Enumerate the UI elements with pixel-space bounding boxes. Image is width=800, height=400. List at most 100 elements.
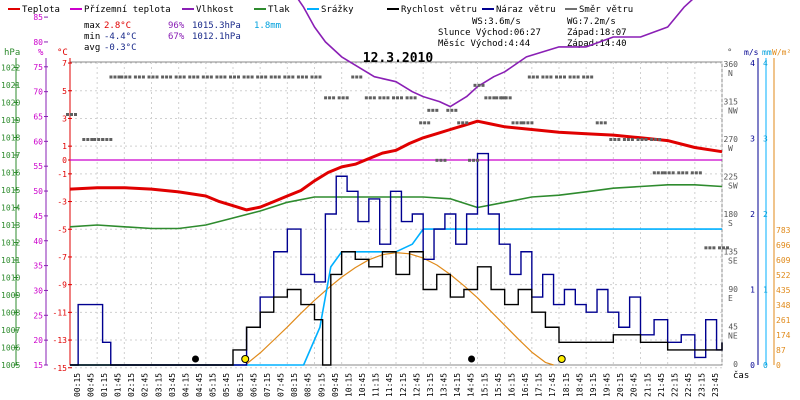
- wind-dir-point: [656, 171, 660, 175]
- axis-dir-label: SW: [728, 182, 738, 191]
- x-tick-label: 11:15: [372, 373, 381, 397]
- axis-pct-tick: 75: [33, 63, 43, 72]
- axis-wm-tick: 435: [776, 286, 791, 295]
- x-tick-label: 06:45: [249, 373, 258, 397]
- axis-dir-label: E: [728, 294, 733, 303]
- wind-dir-point: [541, 75, 545, 79]
- stat-max-temp: 2.8°C: [104, 21, 131, 31]
- wind-dir-point: [545, 75, 549, 79]
- x-tick-label: 19:15: [589, 373, 598, 397]
- axis-pct-tick: 35: [33, 262, 43, 271]
- wind-dir-point: [196, 75, 200, 79]
- axis-pct-tick: 30: [33, 286, 43, 295]
- x-tick-label: 19:45: [603, 373, 612, 397]
- axis-dir-tick: 225: [724, 173, 739, 182]
- x-tick-label: 17:15: [535, 373, 544, 397]
- wind-dir-point: [481, 83, 485, 87]
- axis-wm-tick: 783: [776, 226, 791, 235]
- axis-dir-tick: 360: [724, 60, 739, 69]
- axis-dir-tick: 90: [728, 285, 738, 294]
- wind-dir-point: [515, 121, 519, 125]
- wind-dir-point: [101, 138, 105, 141]
- axis-c-tick: 1: [62, 142, 67, 151]
- x-tick-label: 18:45: [575, 373, 584, 397]
- series-humidity: [297, 0, 694, 108]
- axis-c-tick: 7: [62, 59, 67, 68]
- wind-dir-point: [531, 75, 535, 79]
- wind-dir-point: [622, 138, 626, 141]
- axis-mm-unit: mm: [762, 48, 772, 57]
- wind-dir-point: [117, 75, 121, 79]
- wind-dir-point: [396, 96, 399, 100]
- sunrise-marker: [241, 355, 250, 363]
- axis-ms-tick: 2: [750, 210, 755, 219]
- axis-pct-tick: 40: [33, 237, 43, 246]
- x-tick-label: 16:15: [507, 373, 516, 397]
- axis-c-tick: -3: [57, 198, 67, 207]
- axis-dir-label: NE: [728, 332, 738, 341]
- wind-dir-point: [337, 96, 341, 100]
- wind-dir-point: [155, 75, 159, 79]
- wind-dir-point: [273, 75, 277, 79]
- x-tick-label: 14:15: [453, 373, 462, 397]
- wind-dir-point: [332, 96, 336, 100]
- axis-c-tick: -11: [53, 308, 68, 317]
- axis-ms-tick: 1: [750, 286, 755, 295]
- axis-hpa-tick: 1022: [1, 64, 20, 73]
- legend-label: Vlhkost: [196, 5, 234, 15]
- wind-dir-point: [446, 108, 450, 112]
- wind-dir-point: [476, 158, 480, 162]
- x-tick-label: 22:15: [670, 373, 679, 397]
- wind-dir-point: [677, 171, 681, 175]
- wind-dir-point: [318, 75, 322, 79]
- axis-dir-label: NW: [728, 107, 738, 116]
- wind-dir-point: [555, 75, 558, 79]
- x-axis-label: čas: [733, 370, 749, 381]
- x-tick-label: 14:45: [467, 373, 476, 397]
- axis-dir-tick: 45: [728, 323, 738, 332]
- stat-label-min: min: [84, 32, 100, 42]
- axis-hpa-tick: 1012: [1, 239, 20, 248]
- wind-dir-point: [386, 96, 390, 100]
- wind-dir-point: [522, 121, 526, 125]
- axis-pct-tick: 85: [33, 13, 43, 22]
- wind-dir-point: [590, 75, 594, 79]
- wind-dir-point: [372, 96, 376, 100]
- wind-dir-point: [626, 138, 630, 141]
- wind-dir-point: [726, 246, 729, 250]
- wind-dir-point: [205, 75, 209, 79]
- axis-c-tick: 3: [62, 114, 67, 123]
- wind-dir-point: [423, 121, 427, 125]
- stat-min-temp: -4.4°C: [104, 32, 137, 42]
- axis-mm-tick: 0: [763, 361, 768, 370]
- x-tick-label: 20:15: [616, 373, 625, 397]
- x-tick-label: 21:15: [643, 373, 652, 397]
- x-tick-label: 06:15: [236, 373, 245, 397]
- wind-dir-point: [511, 121, 515, 125]
- axis-hpa-tick: 1016: [1, 169, 20, 178]
- wind-dir-point: [109, 138, 113, 141]
- axis-pct-tick: 25: [33, 311, 43, 320]
- x-tick-label: 09:45: [331, 373, 340, 397]
- axis-pct-tick: 60: [33, 137, 43, 146]
- wind-dir-point: [576, 75, 580, 79]
- axis-dir-label: W: [728, 144, 733, 153]
- wind-dir-point: [141, 75, 145, 79]
- legend-label: Přízemní teplota: [84, 5, 171, 15]
- wind-dir-point: [246, 75, 250, 79]
- x-tick-label: 04:45: [195, 373, 204, 397]
- wind-dir-point: [704, 246, 708, 250]
- wind-dir-point: [182, 75, 186, 79]
- axis-c-tick: -15: [53, 364, 68, 373]
- x-tick-label: 09:15: [317, 373, 326, 397]
- axis-hpa-tick: 1007: [1, 326, 20, 335]
- axis-wm-tick: 348: [776, 301, 791, 310]
- axis-dir-tick: 0: [733, 360, 738, 369]
- legend-label: Srážky: [321, 5, 354, 15]
- axis-wm-tick: 609: [776, 256, 791, 265]
- stat-avg-temp: -0.3°C: [104, 43, 137, 53]
- wind-dir-point: [169, 75, 173, 79]
- chart-title: 12.3.2010: [363, 51, 434, 66]
- wind-dir-point: [97, 138, 101, 141]
